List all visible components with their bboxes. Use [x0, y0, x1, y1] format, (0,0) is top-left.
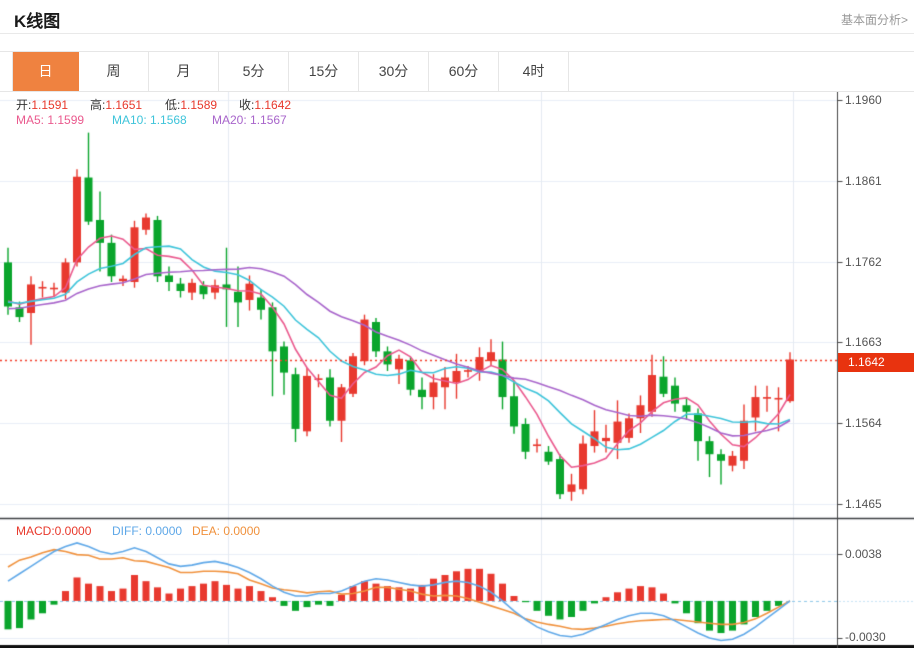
- price-tick-5: 1.1465: [845, 497, 882, 511]
- tab-5min[interactable]: 5分: [219, 52, 289, 91]
- chart-canvas[interactable]: [0, 92, 914, 648]
- open-label: 开:: [16, 98, 32, 112]
- high-label: 高:: [90, 98, 106, 112]
- low-label: 低:: [165, 98, 181, 112]
- ma20-value: 1.1567: [250, 113, 287, 127]
- tab-month[interactable]: 月: [149, 52, 219, 91]
- price-tick-0: 1.1960: [845, 93, 882, 107]
- high-value: 1.1651: [105, 98, 143, 112]
- period-tab-bar: 日 周 月 5分 15分 30分 60分 4时: [0, 51, 914, 92]
- fundamental-analysis-link[interactable]: 基本面分析>: [840, 13, 908, 27]
- ma10-label: MA10:: [112, 113, 147, 127]
- tab-4hour[interactable]: 4时: [499, 52, 569, 91]
- candlestick-chart: 开:1.1591 高:1.1651 低:1.1589 收:1.1642 MA5:…: [0, 92, 914, 648]
- macd-value: 0.0000: [54, 524, 92, 538]
- open-value: 1.1591: [31, 98, 69, 112]
- price-tick-3: 1.1663: [845, 335, 882, 349]
- tab-15min[interactable]: 15分: [289, 52, 359, 91]
- diff-label: DIFF:: [112, 524, 142, 538]
- macd-tick-0: 0.0038: [845, 547, 882, 561]
- low-value: 1.1589: [180, 98, 218, 112]
- close-label: 收:: [239, 98, 255, 112]
- tab-week[interactable]: 周: [79, 52, 149, 91]
- page-title: K线图: [14, 12, 61, 31]
- close-value: 1.1642: [254, 98, 292, 112]
- dea-value: 0.0000: [223, 524, 261, 538]
- ma5-value: 1.1599: [47, 113, 85, 127]
- diff-value: 0.0000: [145, 524, 183, 538]
- ma20-label: MA20:: [212, 113, 247, 127]
- ma5-label: MA5:: [16, 113, 45, 127]
- current-price-badge: 1.1642: [838, 353, 914, 372]
- ma10-value: 1.1568: [150, 113, 187, 127]
- dea-label: DEA:: [192, 524, 221, 538]
- tab-day[interactable]: 日: [13, 52, 79, 91]
- header: K线图 基本面分析>: [0, 0, 914, 34]
- tab-30min[interactable]: 30分: [359, 52, 429, 91]
- tab-60min[interactable]: 60分: [429, 52, 499, 91]
- price-tick-2: 1.1762: [845, 255, 882, 269]
- macd-label: MACD:: [16, 524, 55, 538]
- price-tick-4: 1.1564: [845, 416, 882, 430]
- price-tick-1: 1.1861: [845, 174, 882, 188]
- macd-tick-1: -0.0030: [845, 630, 886, 644]
